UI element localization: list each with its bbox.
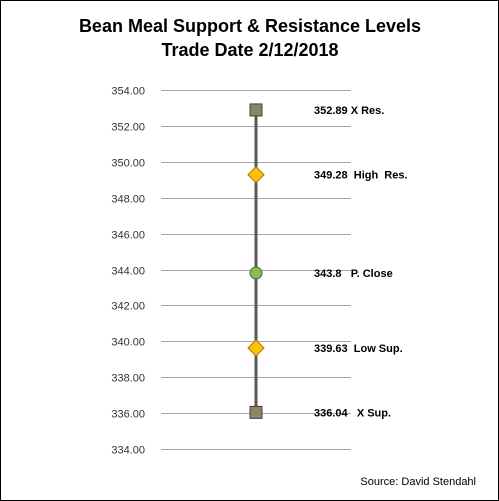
y-tick-label: 334.00 bbox=[111, 445, 145, 457]
y-tick-label: 342.00 bbox=[111, 301, 145, 313]
data-label: 336.04 X Sup. bbox=[314, 407, 391, 419]
source-note: Source: David Stendahl bbox=[360, 476, 476, 488]
diamond-marker bbox=[247, 339, 265, 357]
y-tick-label: 346.00 bbox=[111, 230, 145, 242]
y-tick-label: 352.00 bbox=[111, 122, 145, 134]
diamond-marker bbox=[247, 166, 265, 184]
circle-marker bbox=[249, 266, 263, 280]
data-label: 349.28 High Res. bbox=[314, 170, 408, 182]
y-tick-label: 340.00 bbox=[111, 337, 145, 349]
level-series bbox=[247, 103, 265, 419]
y-tick-label: 350.00 bbox=[111, 158, 145, 170]
y-tick-label: 338.00 bbox=[111, 373, 145, 385]
data-label: 352.89 X Res. bbox=[314, 105, 384, 117]
y-tick-label: 336.00 bbox=[111, 409, 145, 421]
chart-title: Bean Meal Support & Resistance Levels bbox=[79, 16, 421, 36]
square-marker bbox=[249, 103, 263, 117]
y-tick-label: 344.00 bbox=[111, 266, 145, 278]
y-tick-label: 354.00 bbox=[111, 86, 145, 98]
data-labels: 352.89 X Res. 349.28 High Res. 343.8 P. Cl… bbox=[314, 105, 408, 419]
data-label: 343.8 P. Close bbox=[314, 268, 393, 280]
chart-subtitle: Trade Date 2/12/2018 bbox=[161, 40, 338, 60]
y-axis-ticks: 334.00 336.00 338.00 340.00 342.00 344.00 346.… bbox=[111, 86, 145, 457]
data-label: 339.63 Low Sup. bbox=[314, 343, 403, 355]
square-marker bbox=[249, 405, 263, 419]
y-tick-label: 348.00 bbox=[111, 194, 145, 206]
